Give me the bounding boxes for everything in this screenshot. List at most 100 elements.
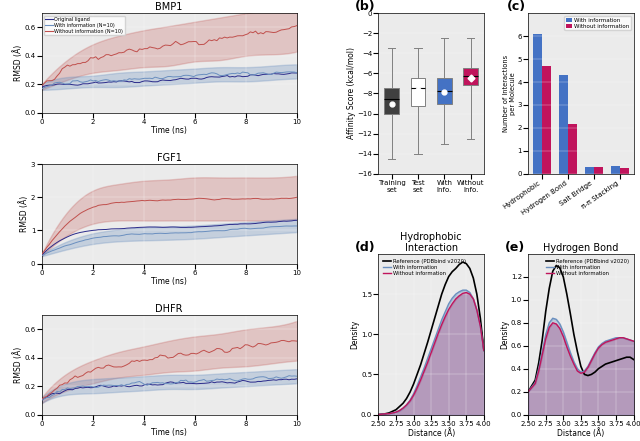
With information bbox=[442, 309, 449, 314]
Without information bbox=[417, 377, 424, 383]
Without information bbox=[602, 340, 609, 345]
With information bbox=[620, 335, 627, 340]
Reference (PDBbind v2020) bbox=[477, 316, 484, 321]
With information bbox=[556, 321, 564, 327]
Reference (PDBbind v2020) bbox=[612, 358, 620, 363]
Without information bbox=[452, 296, 460, 302]
With information bbox=[438, 317, 445, 322]
Reference (PDBbind v2020) bbox=[473, 292, 481, 297]
X-axis label: Time (ns): Time (ns) bbox=[151, 428, 187, 437]
Without information bbox=[559, 334, 567, 339]
Reference (PDBbind v2020) bbox=[417, 362, 424, 367]
Bar bbox=[594, 167, 603, 174]
With information bbox=[598, 341, 606, 346]
Without information bbox=[459, 291, 467, 296]
Without information bbox=[424, 360, 431, 365]
Bar bbox=[568, 124, 577, 174]
Title: Hydrophobic
Interaction: Hydrophobic Interaction bbox=[401, 232, 462, 253]
Without information bbox=[435, 331, 442, 336]
With information bbox=[428, 346, 435, 351]
With information bbox=[374, 412, 382, 417]
With information bbox=[566, 350, 574, 355]
With information bbox=[435, 327, 442, 332]
With information bbox=[466, 290, 474, 295]
Reference (PDBbind v2020) bbox=[531, 377, 539, 383]
Without information bbox=[566, 353, 574, 359]
With information bbox=[403, 402, 410, 407]
With information bbox=[449, 295, 456, 301]
Reference (PDBbind v2020) bbox=[623, 355, 630, 360]
PathPatch shape bbox=[463, 68, 478, 86]
With information bbox=[616, 335, 623, 340]
Without information bbox=[531, 381, 539, 386]
With information bbox=[470, 296, 477, 302]
X-axis label: Time (ns): Time (ns) bbox=[151, 277, 187, 286]
Without information bbox=[627, 337, 634, 343]
With information bbox=[545, 320, 553, 325]
With information bbox=[431, 336, 438, 342]
Without information bbox=[470, 296, 477, 302]
Reference (PDBbind v2020) bbox=[538, 337, 546, 343]
X-axis label: Distance (Å): Distance (Å) bbox=[557, 428, 605, 438]
Reference (PDBbind v2020) bbox=[570, 332, 578, 337]
Without information bbox=[420, 369, 428, 374]
Without information bbox=[595, 345, 602, 351]
Reference (PDBbind v2020) bbox=[524, 389, 532, 394]
Without information bbox=[410, 392, 417, 398]
With information bbox=[473, 307, 481, 313]
Line: Without information: Without information bbox=[378, 292, 484, 415]
With information bbox=[549, 316, 557, 321]
With information bbox=[538, 349, 546, 354]
Reference (PDBbind v2020) bbox=[463, 261, 470, 266]
Without information bbox=[577, 370, 585, 376]
Without information bbox=[413, 385, 421, 391]
With information bbox=[388, 410, 396, 415]
With information bbox=[445, 301, 452, 306]
Without information bbox=[524, 389, 532, 394]
Reference (PDBbind v2020) bbox=[406, 389, 414, 395]
Reference (PDBbind v2020) bbox=[627, 355, 634, 360]
Without information bbox=[630, 339, 637, 344]
With information bbox=[577, 370, 585, 375]
Reference (PDBbind v2020) bbox=[616, 357, 623, 362]
With information bbox=[580, 368, 588, 374]
With information bbox=[459, 288, 467, 293]
Reference (PDBbind v2020) bbox=[573, 349, 581, 354]
Without information bbox=[438, 322, 445, 327]
Reference (PDBbind v2020) bbox=[595, 366, 602, 371]
Line: Without information: Without information bbox=[528, 323, 634, 392]
Without information bbox=[545, 325, 553, 330]
Without information bbox=[556, 326, 564, 331]
Without information bbox=[580, 370, 588, 375]
Without information bbox=[480, 348, 488, 353]
Without information bbox=[431, 340, 438, 346]
With information bbox=[480, 348, 488, 353]
Reference (PDBbind v2020) bbox=[584, 373, 592, 378]
Reference (PDBbind v2020) bbox=[428, 328, 435, 333]
Reference (PDBbind v2020) bbox=[605, 360, 613, 366]
Bar bbox=[542, 66, 551, 174]
Text: (e): (e) bbox=[505, 241, 525, 254]
With information bbox=[524, 389, 532, 394]
Line: Reference (PDBbind v2020): Reference (PDBbind v2020) bbox=[528, 265, 634, 392]
With information bbox=[552, 317, 560, 322]
Title: FGF1: FGF1 bbox=[157, 153, 182, 164]
Reference (PDBbind v2020) bbox=[396, 404, 403, 409]
Legend: Reference (PDBbind v2020), With information, Without information: Reference (PDBbind v2020), With informat… bbox=[543, 257, 631, 278]
Reference (PDBbind v2020) bbox=[399, 401, 407, 406]
Reference (PDBbind v2020) bbox=[609, 359, 616, 364]
Y-axis label: Affinity Score (kcal/mol): Affinity Score (kcal/mol) bbox=[347, 48, 356, 139]
Title: Hydrogen Bond: Hydrogen Bond bbox=[543, 243, 619, 253]
Reference (PDBbind v2020) bbox=[459, 259, 467, 265]
Line: With information: With information bbox=[528, 318, 634, 392]
Reference (PDBbind v2020) bbox=[445, 274, 452, 279]
Bar bbox=[559, 75, 568, 174]
Reference (PDBbind v2020) bbox=[630, 357, 637, 362]
Reference (PDBbind v2020) bbox=[602, 362, 609, 367]
Without information bbox=[473, 307, 481, 313]
With information bbox=[456, 289, 463, 295]
Without information bbox=[535, 368, 543, 374]
Without information bbox=[445, 307, 452, 312]
Reference (PDBbind v2020) bbox=[563, 292, 571, 297]
Reference (PDBbind v2020) bbox=[535, 360, 543, 366]
